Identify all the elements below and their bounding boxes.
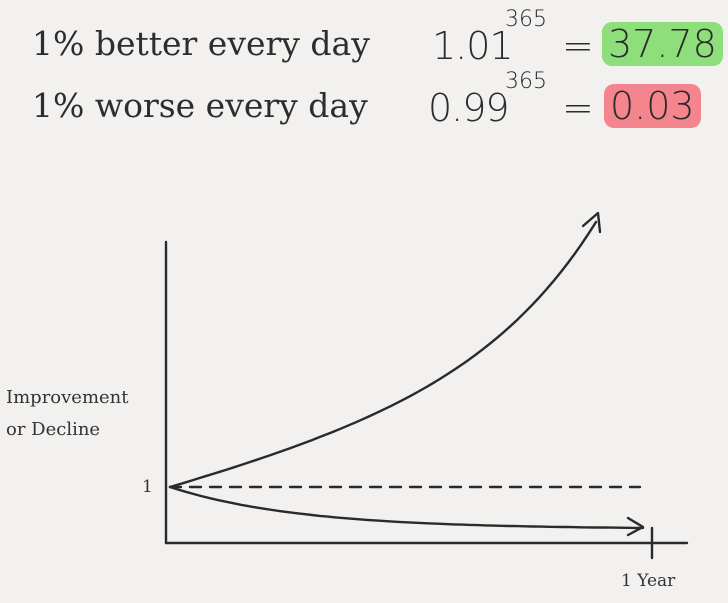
y-axis-label-text: Improvement or Decline [6, 387, 129, 440]
better-base: 1.01 [432, 24, 514, 68]
improvement-arrowhead [581, 211, 602, 234]
better-equals: = [562, 24, 594, 68]
worse-exponent: 365 [505, 69, 547, 94]
y-tick-label-1: 1 [142, 477, 153, 497]
worse-result: 0.03 [604, 84, 701, 128]
decline-curve [168, 485, 645, 530]
worse-base: 0.99 [428, 86, 510, 130]
better-every-day-label: 1% better every day [32, 24, 370, 63]
better-result: 37.78 [602, 22, 723, 66]
better-exponent: 365 [505, 7, 547, 32]
decline-arrowhead [626, 516, 645, 537]
y-axis-label: Improvement or Decline [6, 382, 129, 446]
worse-equals: = [562, 86, 594, 130]
improvement-curve [168, 220, 598, 489]
worse-every-day-label: 1% worse every day [32, 86, 368, 125]
x-tick-label-1-year: 1 Year [621, 571, 676, 591]
